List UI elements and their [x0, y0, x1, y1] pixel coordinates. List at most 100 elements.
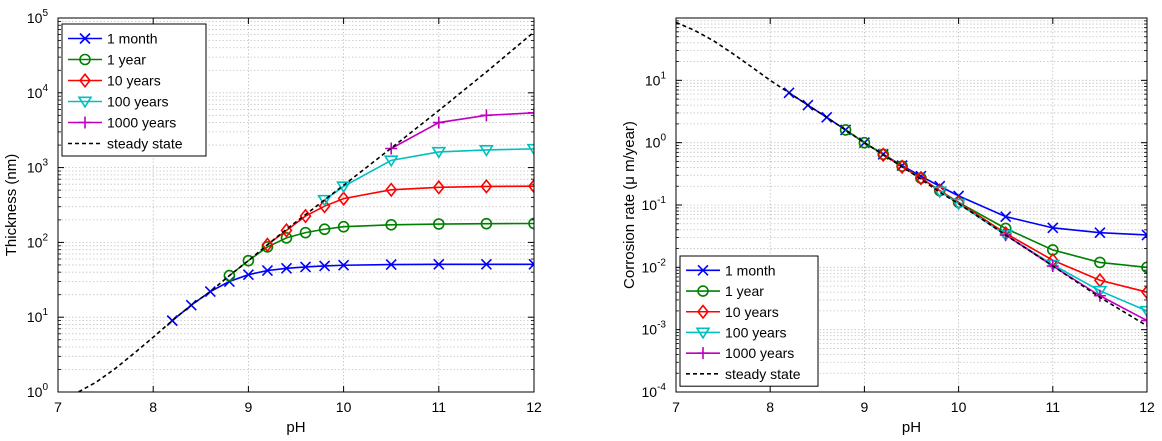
series-line — [266, 185, 534, 246]
legend-box — [61, 23, 207, 157]
data-point — [480, 109, 493, 122]
series-line — [228, 222, 534, 277]
series-10-years — [261, 178, 534, 253]
y-tick-label: 105 — [27, 8, 49, 26]
data-point — [478, 144, 494, 157]
data-point — [528, 217, 534, 230]
data-point — [299, 226, 312, 239]
data-point — [1141, 229, 1147, 241]
grid — [58, 18, 534, 392]
data-point — [1094, 227, 1106, 239]
y-tick-label: 10-3 — [642, 320, 667, 338]
data-point — [261, 237, 274, 253]
x-axis-label: pH — [902, 419, 921, 436]
data-point — [385, 182, 398, 198]
axes-frame — [57, 17, 535, 393]
data-point — [318, 223, 331, 236]
data-point — [338, 259, 350, 271]
data-point — [526, 143, 534, 156]
data-point — [242, 269, 254, 281]
data-point — [432, 179, 445, 195]
x-tick-label: 10 — [336, 399, 352, 415]
y-tick-label: 104 — [27, 83, 49, 101]
data-point — [383, 155, 399, 168]
y-tick-label: 101 — [645, 70, 667, 88]
data-point — [480, 178, 493, 194]
data-point — [385, 218, 398, 231]
y-tick-label: 10-2 — [642, 257, 667, 275]
x-tick-label: 8 — [766, 399, 774, 415]
series-line — [76, 31, 534, 392]
legend-marker — [697, 347, 709, 360]
legend-entry: 100 years — [68, 94, 168, 110]
y-tick-label: 10-1 — [642, 195, 667, 213]
legend-entry: 1 year — [68, 52, 146, 68]
legend-label: 100 years — [107, 94, 168, 110]
data-point — [1141, 314, 1147, 327]
legend-label: steady state — [107, 136, 183, 152]
series-steady-state — [76, 31, 534, 392]
data-point — [951, 198, 967, 211]
legend-entry: steady state — [686, 366, 801, 382]
data-point — [431, 146, 447, 159]
legend-marker — [79, 73, 91, 88]
x-tick-label: 11 — [1046, 399, 1061, 415]
legend-label: 1 month — [725, 262, 776, 278]
data-point — [1000, 211, 1012, 223]
data-point — [480, 258, 492, 270]
data-point — [385, 142, 398, 155]
x-tick-label: 7 — [54, 399, 62, 415]
x-tick-label: 12 — [1139, 399, 1155, 415]
y-tick-label: 10-4 — [642, 382, 667, 400]
legend-label: 10 years — [725, 304, 779, 320]
data-point — [839, 124, 852, 136]
data-point — [317, 194, 333, 207]
legend-label: steady state — [725, 366, 801, 382]
y-tick-label: 102 — [27, 232, 49, 250]
legend-label: 1 year — [107, 52, 146, 68]
data-point — [1094, 256, 1106, 269]
legend-marker — [79, 116, 91, 129]
data-point — [280, 262, 293, 274]
x-tick-label: 10 — [951, 399, 967, 415]
data-point — [1092, 285, 1108, 298]
y-tick-label: 100 — [27, 382, 49, 400]
data-point — [318, 198, 331, 214]
data-point — [1141, 261, 1147, 274]
series-line — [676, 21, 1147, 327]
data-point — [280, 222, 293, 238]
data-point — [1139, 305, 1147, 318]
series-1-year — [223, 217, 534, 282]
data-point — [299, 261, 312, 273]
legend-entry: 1 month — [686, 262, 776, 278]
data-point — [528, 106, 534, 119]
y-axis-label: Thickness (nm) — [3, 154, 20, 257]
data-point — [528, 178, 534, 194]
legend-label: 1000 years — [107, 115, 176, 131]
x-tick-label: 9 — [245, 399, 253, 415]
data-point — [877, 147, 890, 163]
data-point — [896, 159, 909, 175]
chart-2: 10-4 10-3 10-2 10-1 100 101 7 8 9 10 11 12 pH Corrosi… — [621, 17, 1155, 436]
data-point — [337, 220, 350, 233]
axes-frame — [675, 17, 1148, 393]
data-point — [261, 265, 274, 277]
legend-entry: 1 year — [686, 283, 764, 299]
legend: 1 month 1 year 10 years 100 years 1000 years… — [61, 23, 207, 157]
legend-label: 10 years — [107, 73, 161, 89]
series-steady-state — [676, 21, 1147, 327]
legend-entry: 1000 years — [686, 345, 794, 361]
series-group — [676, 21, 1147, 327]
data-point — [932, 186, 948, 199]
legend: 1 month 1 year 10 years 100 years 1000 years… — [679, 255, 819, 387]
legend-entry: 10 years — [68, 73, 161, 89]
data-point — [223, 269, 236, 282]
y-tick-label: 101 — [27, 307, 49, 325]
legend-marker — [695, 327, 711, 340]
legend-marker — [697, 264, 709, 276]
legend-entry: steady state — [68, 136, 183, 152]
data-point — [914, 170, 927, 186]
data-point — [299, 208, 312, 224]
